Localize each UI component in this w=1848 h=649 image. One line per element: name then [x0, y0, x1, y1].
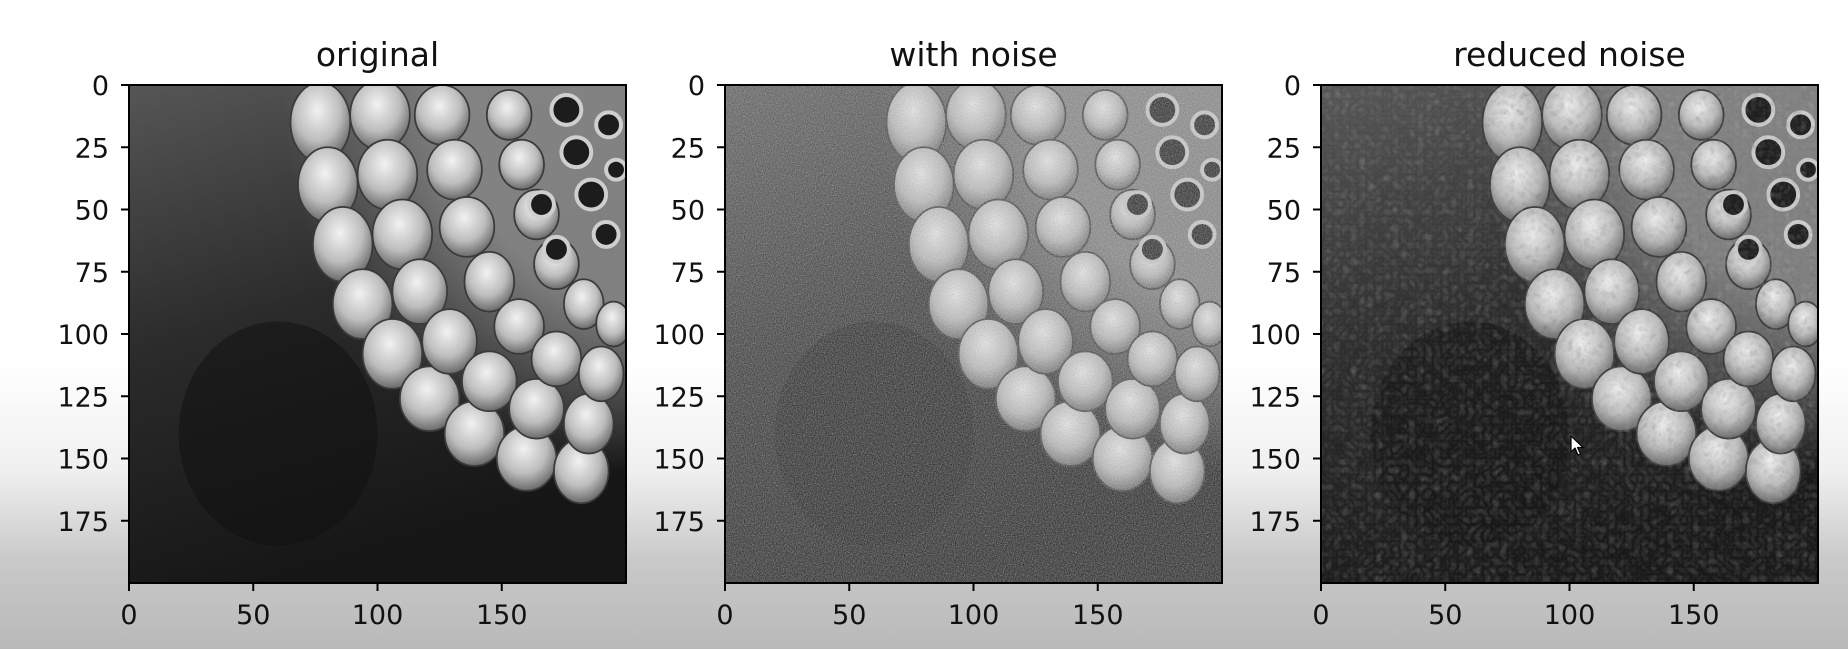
y-tick-label: 175 — [653, 507, 705, 538]
y-tick-label: 50 — [75, 196, 109, 227]
x-tick-label: 50 — [832, 600, 866, 631]
x-tick-label: 100 — [948, 600, 1000, 631]
panel-denoised: reduced noise 0 50 100 150 0 25 50 75 100 125 150 17… — [1249, 35, 1819, 631]
y-tick-label: 125 — [653, 382, 705, 413]
y-tick-label: 175 — [57, 507, 109, 538]
image-noisy — [725, 85, 1222, 583]
y-tick-label: 0 — [1284, 71, 1301, 102]
x-tick-label: 100 — [1544, 600, 1596, 631]
image-denoised — [1321, 85, 1818, 583]
x-tick-label: 0 — [1312, 600, 1329, 631]
y-tick-label: 150 — [1249, 445, 1301, 476]
x-tick-label: 100 — [352, 600, 404, 631]
y-tick-label: 75 — [75, 258, 109, 289]
chart-title: with noise — [889, 35, 1057, 74]
y-tick-label: 75 — [671, 258, 705, 289]
y-tick-label: 25 — [671, 133, 705, 164]
y-tick-label: 50 — [671, 196, 705, 227]
y-tick-label: 100 — [57, 320, 109, 351]
y-tick-label: 100 — [653, 320, 705, 351]
x-tick-label: 150 — [1072, 600, 1124, 631]
y-tick-label: 125 — [57, 382, 109, 413]
y-tick-label: 0 — [688, 71, 705, 102]
x-tick-label: 150 — [476, 600, 528, 631]
x-tick-label: 50 — [1428, 600, 1462, 631]
y-tick-label: 75 — [1267, 258, 1301, 289]
y-tick-label: 150 — [653, 445, 705, 476]
y-tick-label: 25 — [1267, 133, 1301, 164]
chart-title: original — [316, 35, 439, 74]
y-tick-label: 150 — [57, 445, 109, 476]
panel-original: original 0 50 100 150 0 25 50 75 100 125 150 175 — [57, 35, 627, 631]
y-tick-label: 175 — [1249, 507, 1301, 538]
x-tick-label: 150 — [1668, 600, 1720, 631]
chart-title: reduced noise — [1453, 35, 1686, 74]
y-tick-label: 125 — [1249, 382, 1301, 413]
x-tick-label: 50 — [236, 600, 270, 631]
x-tick-label: 0 — [716, 600, 733, 631]
y-tick-label: 50 — [1267, 196, 1301, 227]
y-tick-label: 25 — [75, 133, 109, 164]
mouse-pointer-icon — [1570, 435, 1584, 456]
y-tick-label: 100 — [1249, 320, 1301, 351]
y-tick-label: 0 — [92, 71, 109, 102]
x-tick-label: 0 — [120, 600, 137, 631]
panel-noisy: with noise 0 50 100 150 0 25 50 75 100 125 150 175 — [653, 35, 1223, 631]
